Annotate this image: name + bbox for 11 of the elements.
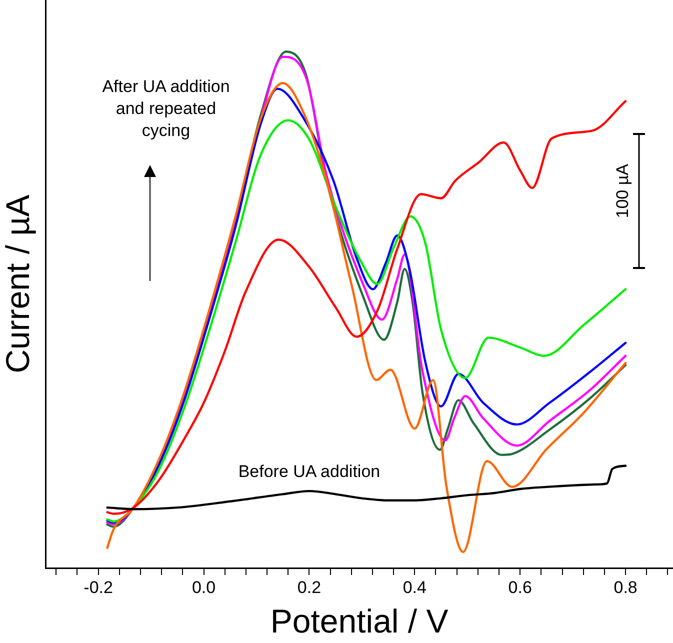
annotation: After UA addition and repeated cycing: [102, 76, 230, 142]
x-axis-title: Potential / V: [270, 602, 448, 640]
annotation: 100 µA: [612, 162, 633, 220]
x-tick-label: -0.2: [84, 578, 113, 597]
x-tick-label: 0.8: [614, 578, 638, 597]
x-tick-label: 0.6: [508, 578, 532, 597]
x-tick-label: 0.0: [192, 578, 216, 597]
annotation: Before UA addition: [238, 462, 380, 482]
x-tick-label: 0.2: [297, 578, 322, 597]
x-tick-label: 0.4: [402, 578, 426, 597]
y-axis-title: Current / µA: [0, 194, 36, 374]
